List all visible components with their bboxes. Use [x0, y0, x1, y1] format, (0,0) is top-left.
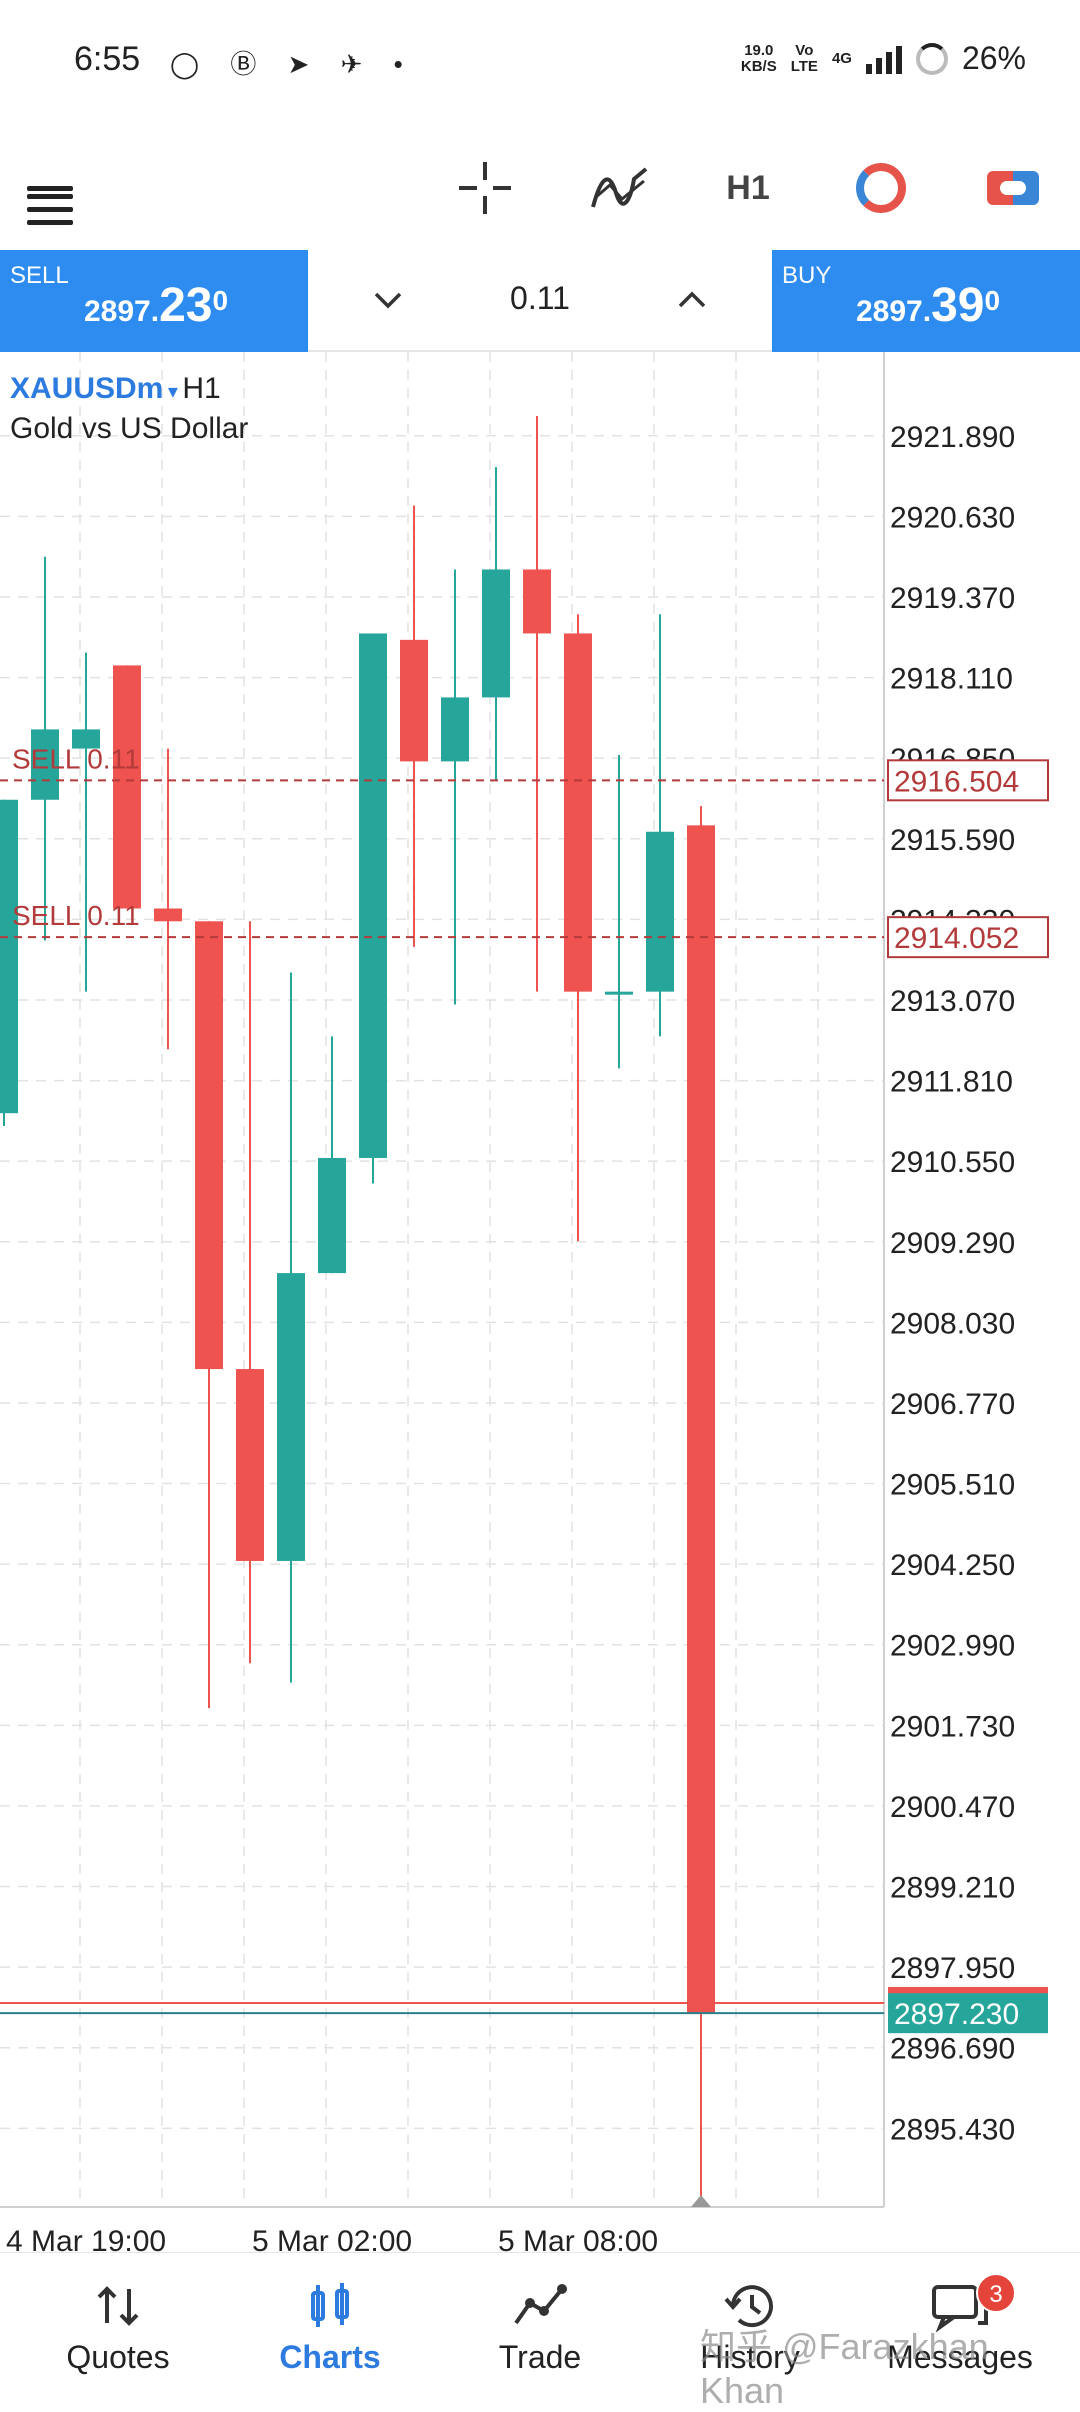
- bid-price-box: [888, 1993, 1048, 2034]
- price-tick-label: 2904.250: [890, 1549, 1015, 1582]
- price-tick-label: 2919.370: [890, 582, 1015, 615]
- candle-body: [113, 665, 141, 909]
- time-tick-label: 4 Mar 19:00: [6, 2225, 166, 2252]
- candlestick-chart[interactable]: 2921.8902920.6302919.3702918.1102916.850…: [0, 352, 1080, 2252]
- symbol-name[interactable]: XAUUSDm: [10, 372, 164, 405]
- battery-icon: [915, 42, 948, 75]
- candle-body: [605, 991, 633, 995]
- price-tick-label: 2909.290: [890, 1227, 1015, 1260]
- chevron-up-icon[interactable]: [652, 250, 732, 350]
- candle-body: [482, 569, 510, 698]
- price-tick-label: 2911.810: [890, 1066, 1013, 1099]
- candle-body: [400, 639, 428, 762]
- price-tick-label: 2897.950: [890, 1952, 1015, 1985]
- symbol-description: Gold vs US Dollar: [10, 412, 249, 445]
- order-label: SELL 0.11: [12, 900, 140, 931]
- signal-icon: [865, 44, 902, 74]
- bid-price-label: 2897.230: [894, 1998, 1019, 2031]
- time-tick-label: 5 Mar 02:00: [252, 2225, 412, 2252]
- order-price-box: [887, 916, 1049, 959]
- price-tick-label: 2906.770: [890, 1388, 1015, 1421]
- order-price-label: 2914.052: [894, 922, 1019, 955]
- status-bar: 6:55 ◯ Ⓑ ➤ ✈ • 19.0 KB/S Vo LTE 4G 26%: [0, 0, 1080, 126]
- trade-icon: [432, 2281, 648, 2331]
- volume-value[interactable]: 0.11: [510, 280, 570, 316]
- candle-body: [72, 729, 100, 749]
- indicators-icon[interactable]: [585, 126, 655, 250]
- candle-body: [31, 729, 59, 800]
- charts-icon: [222, 2281, 438, 2331]
- volte-icon: Vo LTE: [790, 41, 818, 75]
- network-type: 4G: [831, 49, 852, 67]
- price-tick-label: 2908.030: [890, 1307, 1015, 1340]
- candle-body: [687, 825, 715, 2014]
- volume-selector: 0.11: [308, 250, 772, 352]
- chevron-down-icon[interactable]: ▾: [167, 381, 178, 403]
- price-tick-label: 2915.590: [890, 824, 1015, 857]
- notification-icons: ◯ Ⓑ ➤ ✈ •: [170, 49, 415, 79]
- nav-charts[interactable]: Charts: [222, 2253, 438, 2412]
- candle-body: [441, 697, 469, 762]
- price-chart[interactable]: 2921.8902920.6302919.3702918.1102916.850…: [0, 352, 1080, 2252]
- candle-body: [0, 799, 18, 1114]
- watermark: 知乎 @Farazkhan Khan: [700, 2326, 989, 2411]
- candle-body: [359, 633, 387, 1158]
- history-icon: [642, 2281, 858, 2331]
- price-tick-label: 2896.690: [890, 2033, 1015, 2066]
- sell-price: 2897.230: [84, 279, 229, 332]
- candle-body: [277, 1273, 305, 1561]
- time-tick-label: 5 Mar 08:00: [498, 2225, 658, 2252]
- battery-level: 26%: [961, 40, 1026, 76]
- price-tick-label: 2895.430: [890, 2113, 1015, 2146]
- candle-body: [195, 921, 223, 1370]
- buy-button[interactable]: BUY 2897.390: [772, 250, 1080, 352]
- chevron-down-icon[interactable]: [348, 250, 428, 350]
- order-price-label: 2916.504: [894, 765, 1019, 798]
- nav-messages[interactable]: Messages 3: [852, 2253, 1068, 2412]
- candle-body: [564, 633, 592, 992]
- ring-icon[interactable]: [852, 126, 910, 250]
- price-tick-label: 2920.630: [890, 501, 1015, 534]
- buy-price: 2897.390: [856, 279, 1001, 332]
- status-indicators: 19.0 KB/S Vo LTE 4G 26%: [741, 40, 1026, 77]
- bottom-navigation: Quotes Charts Trade History Messages 3: [0, 2252, 1080, 2412]
- one-click-trading-bar: SELL 2897.230 0.11 BUY 2897.390: [0, 250, 1080, 352]
- price-tick-label: 2905.510: [890, 1469, 1015, 1502]
- price-tick-label: 2913.070: [890, 985, 1015, 1018]
- price-tick-label: 2901.730: [890, 1710, 1015, 1743]
- buy-label: BUY: [782, 262, 832, 289]
- price-tick-label: 2902.990: [890, 1630, 1015, 1663]
- price-tick-label: 2921.890: [890, 421, 1015, 454]
- chart-timeframe: H1: [182, 372, 221, 405]
- network-speed: 19.0 KB/S: [740, 41, 777, 75]
- sell-button[interactable]: SELL 2897.230: [0, 250, 308, 352]
- order-price-box: [887, 759, 1049, 802]
- status-time: 6:55: [74, 40, 141, 78]
- order-label: SELL 0.11: [12, 743, 140, 774]
- nav-trade[interactable]: Trade: [432, 2253, 648, 2412]
- candle-body: [523, 569, 551, 634]
- candle-body: [154, 908, 182, 922]
- nav-quotes[interactable]: Quotes: [10, 2253, 226, 2412]
- crosshair-icon[interactable]: [455, 126, 515, 250]
- price-tick-label: 2900.470: [890, 1791, 1015, 1824]
- timeframe-button[interactable]: H1: [726, 168, 770, 207]
- candle-body: [646, 831, 674, 992]
- price-tick-label: 2918.110: [890, 663, 1013, 696]
- price-tick-label: 2910.550: [890, 1146, 1015, 1179]
- hamburger-icon[interactable]: [22, 126, 78, 250]
- current-bar-marker: [691, 2195, 711, 2207]
- candle-body: [318, 1157, 346, 1274]
- nav-history[interactable]: History: [642, 2253, 858, 2412]
- candle-body: [236, 1369, 264, 1561]
- sell-label: SELL: [10, 262, 69, 289]
- new-order-icon[interactable]: [985, 126, 1041, 250]
- price-tick-label: 2899.210: [890, 1872, 1015, 1905]
- messages-badge: 3: [976, 2273, 1016, 2313]
- chart-header: XAUUSDm ▾ H1 Gold vs US Dollar: [10, 372, 248, 446]
- quotes-icon: [10, 2281, 226, 2331]
- chart-toolbar: H1: [0, 126, 1080, 250]
